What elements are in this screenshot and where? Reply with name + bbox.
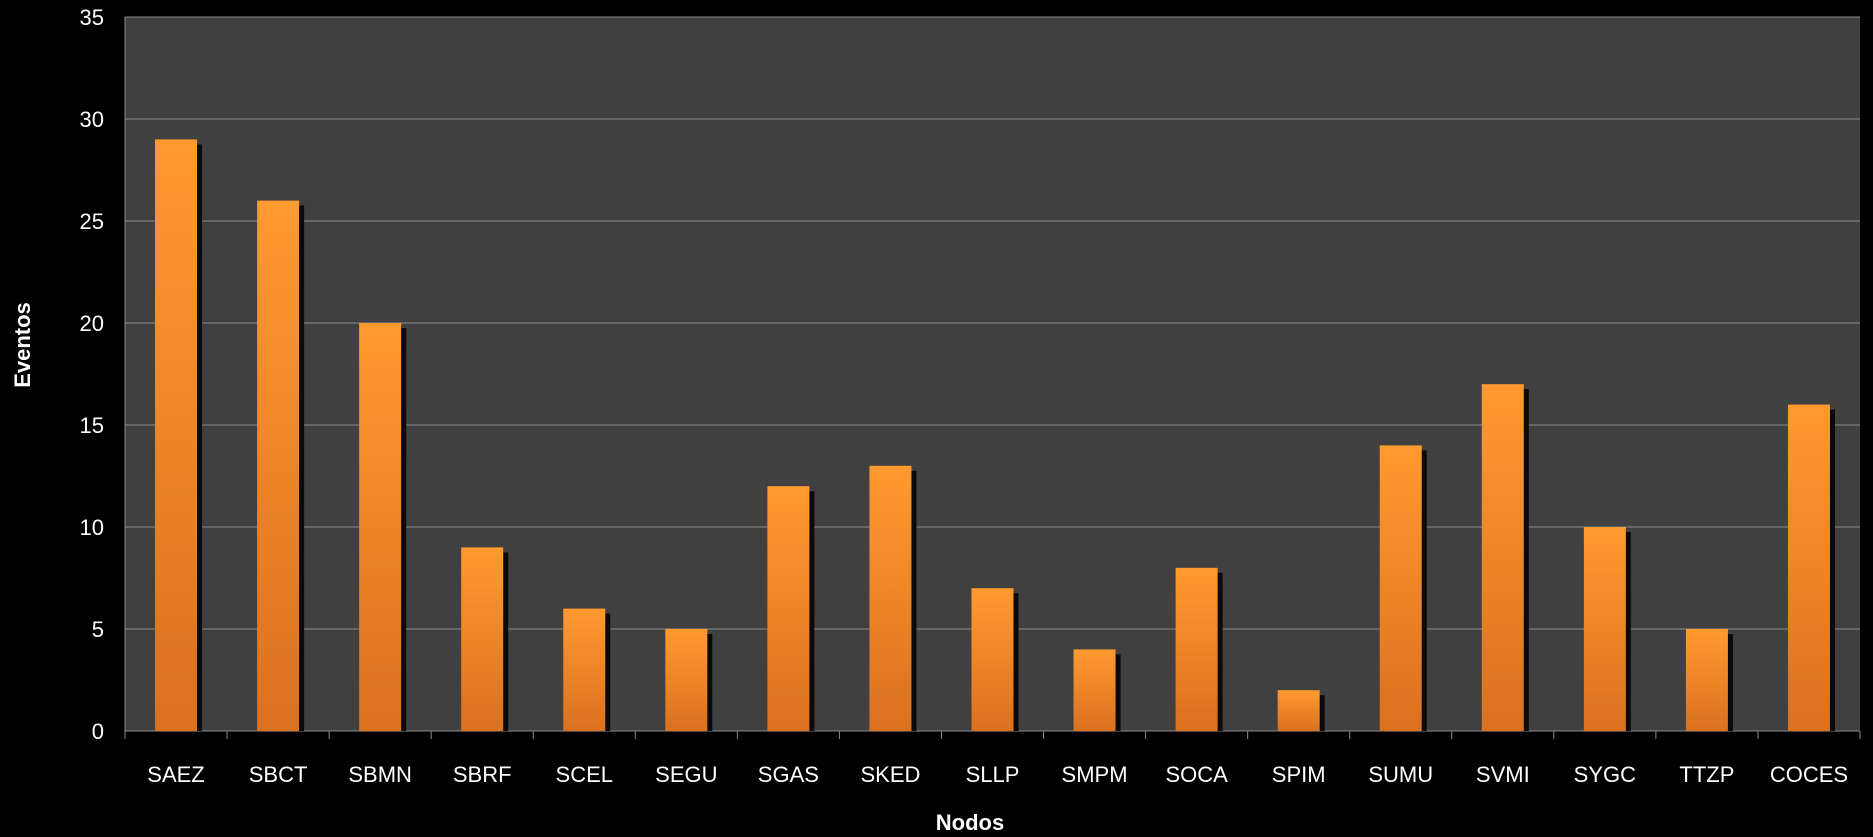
x-tick-label: SCEL <box>556 762 613 787</box>
y-tick-label: 25 <box>80 209 104 234</box>
x-tick-label: SVMI <box>1476 762 1530 787</box>
bar-sbmn <box>359 323 402 731</box>
bar-spim <box>1277 690 1320 731</box>
x-tick-label: SUMU <box>1368 762 1433 787</box>
y-tick-label: 20 <box>80 311 104 336</box>
x-tick-label: TTZP <box>1679 762 1734 787</box>
y-tick-label: 35 <box>80 5 104 30</box>
bar-ttzp <box>1685 629 1728 731</box>
bar-soca <box>1175 567 1218 731</box>
bar-smpm <box>1073 649 1116 731</box>
x-tick-label: SBMN <box>348 762 412 787</box>
y-tick-label: 30 <box>80 107 104 132</box>
gridlines <box>125 16 1860 630</box>
x-axis-title: Nodos <box>936 810 1004 835</box>
bar-sbct <box>257 200 300 732</box>
bar-sked <box>869 465 912 731</box>
x-tick-label: SBRF <box>453 762 512 787</box>
x-tick-labels: SAEZ SBCT SBMN SBRF SCEL SEGU SGAS SKED SLLP SMPM… <box>147 762 1848 787</box>
x-tick-label: SBCT <box>249 762 308 787</box>
x-tick-label: SAEZ <box>147 762 204 787</box>
y-axis-title: Eventos <box>10 302 35 388</box>
x-tick-label: SPIM <box>1272 762 1326 787</box>
bar-sygc <box>1583 527 1626 731</box>
bar-sumu <box>1379 445 1422 731</box>
x-tick-label: SKED <box>860 762 920 787</box>
y-tick-label: 15 <box>80 413 104 438</box>
x-tick-label: COCES <box>1770 762 1848 787</box>
bar-sllp <box>971 588 1014 731</box>
y-tick-label: 0 <box>92 719 104 744</box>
x-tick-label: SEGU <box>655 762 717 787</box>
x-tick-label: SYGC <box>1574 762 1636 787</box>
y-tick-label: 5 <box>92 617 104 642</box>
y-tick-label: 10 <box>80 515 104 540</box>
bar-coces <box>1787 404 1830 731</box>
bar-saez <box>155 139 198 731</box>
bars <box>155 139 1835 732</box>
bar-scel <box>563 608 606 731</box>
bar-sbrf <box>461 547 504 731</box>
x-tick-label: SLLP <box>966 762 1020 787</box>
x-tick-label: SOCA <box>1165 762 1228 787</box>
x-tick-label: SMPM <box>1062 762 1128 787</box>
y-tick-labels: 0 5 10 15 20 25 30 35 <box>80 5 104 744</box>
x-tick-label: SGAS <box>758 762 819 787</box>
bar-svmi <box>1481 384 1524 731</box>
bar-segu <box>665 629 708 731</box>
bar-sgas <box>767 486 810 731</box>
